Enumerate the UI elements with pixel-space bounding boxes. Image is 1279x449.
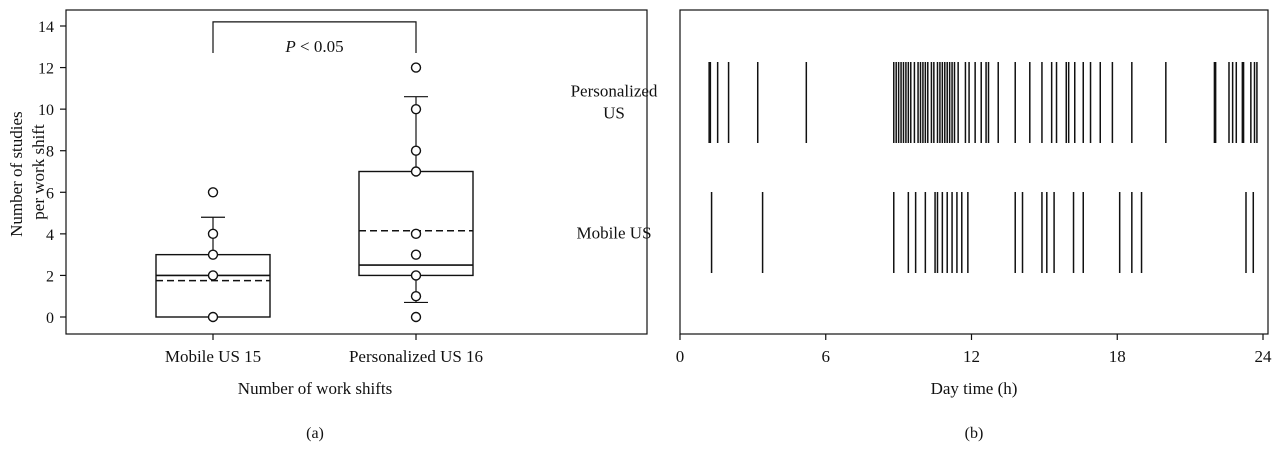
box-group	[358, 62, 474, 323]
bracket-line	[212, 21, 417, 54]
panel-label-a: (a)	[306, 425, 324, 442]
p-value-annotation: P < 0.05	[284, 37, 343, 56]
data-point	[410, 311, 422, 323]
event-row: Mobile US	[576, 192, 1255, 273]
box	[155, 253, 271, 318]
box-plot-panel: 0 2 4 6 8 10 12 14 Mobile US 15 Personalized US …	[7, 9, 648, 442]
panel-label-b: (b)	[965, 425, 984, 442]
boxes	[155, 62, 474, 323]
x-tick-label-b: 6	[822, 347, 831, 366]
y-tick-label: 12	[38, 61, 54, 78]
plot-area-b	[679, 9, 1269, 335]
data-point	[410, 249, 422, 260]
y-tick-label: 0	[46, 310, 54, 327]
data-point	[207, 228, 219, 240]
y-axis-label: Number of studies per work shift	[7, 107, 48, 237]
event-plot-panel: 0 6 12 18 24 Personalized US Mobile US Day tim…	[571, 9, 1272, 442]
y-tick-label: 8	[46, 144, 54, 161]
y-axis-ticks: 0 2 4 6 8 10 12 14	[38, 19, 66, 327]
data-point	[410, 166, 422, 177]
data-point	[410, 228, 422, 240]
box-group	[155, 187, 271, 323]
y-tick-label: 2	[46, 268, 54, 285]
y-tick-label: 6	[46, 185, 54, 202]
x-tick-label-b: 0	[676, 347, 685, 366]
x-tick-label: Personalized US 16	[349, 347, 483, 366]
y-tick-label: 4	[46, 227, 54, 244]
data-point	[410, 103, 422, 115]
series-label: Mobile US	[576, 224, 651, 243]
significance-bracket: P < 0.05	[212, 21, 417, 56]
x-axis-label-b: Day time (h)	[931, 379, 1018, 398]
y-tick-label: 14	[38, 19, 54, 36]
data-point	[410, 145, 422, 156]
x-tick-label-b: 24	[1255, 347, 1273, 366]
x-axis-ticks: 0 6 12 18 24	[676, 334, 1272, 366]
data-point	[410, 270, 422, 281]
x-tick-label: Mobile US 15	[165, 347, 261, 366]
x-tick-label-b: 18	[1109, 347, 1126, 366]
data-point	[207, 270, 219, 281]
plot-area-a	[65, 9, 648, 335]
y-tick-label: 10	[38, 102, 54, 119]
x-axis-categories: Mobile US 15 Personalized US 16	[165, 334, 483, 366]
data-point	[410, 291, 422, 302]
data-point	[207, 311, 219, 323]
series-label: Personalized US	[571, 82, 658, 123]
data-point	[207, 187, 219, 198]
x-tick-label-b: 12	[963, 347, 980, 366]
event-row: Personalized US	[571, 62, 1258, 143]
event-rows: Personalized US Mobile US	[571, 62, 1258, 273]
x-axis-label: Number of work shifts	[238, 379, 392, 398]
data-point	[207, 249, 219, 260]
data-point	[410, 62, 422, 73]
